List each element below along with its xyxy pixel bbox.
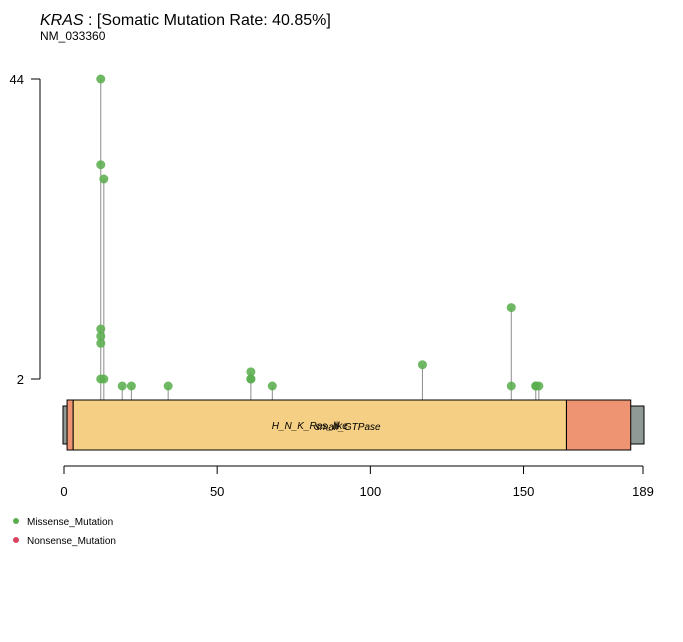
mutation-point-1 (96, 160, 106, 170)
y-tick-label-2: 2 (17, 372, 24, 387)
y-tick-label-44: 44 (10, 72, 24, 87)
mutation-point-11 (246, 367, 256, 377)
mutation-point-13 (246, 374, 256, 384)
x-tick-label-150: 150 (513, 484, 535, 499)
legend-marker-0 (13, 518, 19, 524)
mutation-point-3 (96, 324, 106, 334)
mutation-point-14 (267, 381, 277, 391)
y-axis: 2 44 (10, 72, 41, 387)
mutation-point-5 (96, 338, 106, 348)
x-tick-label-100: 100 (359, 484, 381, 499)
domain-label: H_N_K_Ras_like (272, 421, 349, 432)
gene-name: KRAS (40, 12, 84, 29)
mutation-point-7 (99, 374, 109, 384)
mutation-point-4 (96, 331, 106, 341)
mutation-points (96, 74, 544, 391)
mutation-point-0 (96, 74, 106, 84)
mutation-point-20 (534, 381, 544, 391)
x-axis: 0 50 100 150 189 (60, 465, 654, 499)
x-tick-label-50: 50 (210, 484, 224, 499)
mutation-point-9 (126, 381, 136, 391)
transcript-id: NM_033360 (40, 29, 106, 43)
mutation-rate: : [Somatic Mutation Rate: 40.85%] (84, 12, 331, 29)
mutation-point-8 (117, 381, 127, 391)
legend-label-0: Missense_Mutation (27, 517, 113, 528)
x-tick-label-189: 189 (632, 484, 654, 499)
legend: Missense_Mutation Nonsense_Mutation (13, 517, 116, 547)
legend-marker-1 (13, 537, 19, 543)
legend-label-1: Nonsense_Mutation (27, 536, 116, 547)
mutation-point-10 (163, 381, 173, 391)
domain-segment-2 (66, 399, 74, 451)
domain-label-overlap: small_GTPase (315, 422, 381, 433)
mutation-point-17 (506, 381, 516, 391)
mutation-point-16 (506, 303, 516, 313)
domain-main-overlay (72, 399, 567, 451)
lollipop-stems (100, 79, 540, 400)
mutation-point-15 (417, 360, 427, 370)
x-tick-label-0: 0 (60, 484, 67, 499)
domain-segment-3 (565, 399, 632, 451)
chart-title: KRAS : [Somatic Mutation Rate: 40.85%] (40, 12, 331, 29)
mutation-point-2 (99, 174, 109, 184)
